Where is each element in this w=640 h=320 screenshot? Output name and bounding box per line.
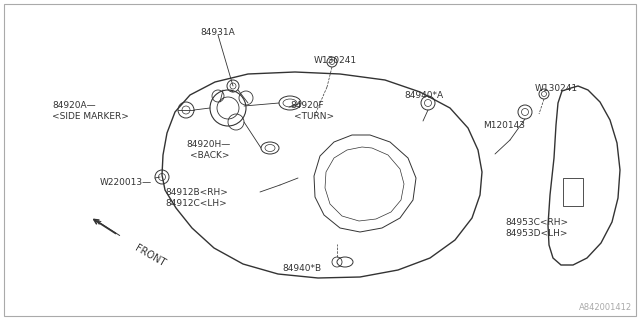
Text: W130241: W130241 (535, 84, 578, 93)
Text: <TURN>: <TURN> (294, 112, 334, 121)
Text: 84920F: 84920F (290, 101, 324, 110)
Text: 84920H—: 84920H— (186, 140, 230, 149)
Text: <BACK>: <BACK> (190, 151, 230, 160)
Text: 84953D<LH>: 84953D<LH> (505, 229, 568, 238)
Text: 84912C<LH>: 84912C<LH> (165, 199, 227, 208)
Text: 84940*B: 84940*B (282, 264, 321, 273)
Text: A842001412: A842001412 (579, 303, 632, 312)
Text: 84953C<RH>: 84953C<RH> (505, 218, 568, 227)
Text: 84920A—: 84920A— (52, 101, 95, 110)
Text: W220013—: W220013— (100, 178, 152, 187)
Text: 84940*A: 84940*A (404, 91, 443, 100)
Text: <SIDE MARKER>: <SIDE MARKER> (52, 112, 129, 121)
Bar (563, 178, 583, 206)
Text: FRONT: FRONT (133, 243, 167, 268)
Text: M120143: M120143 (483, 121, 525, 130)
Text: 84912B<RH>: 84912B<RH> (165, 188, 228, 197)
Text: W130241: W130241 (314, 56, 357, 65)
Text: 84931A: 84931A (200, 28, 236, 37)
